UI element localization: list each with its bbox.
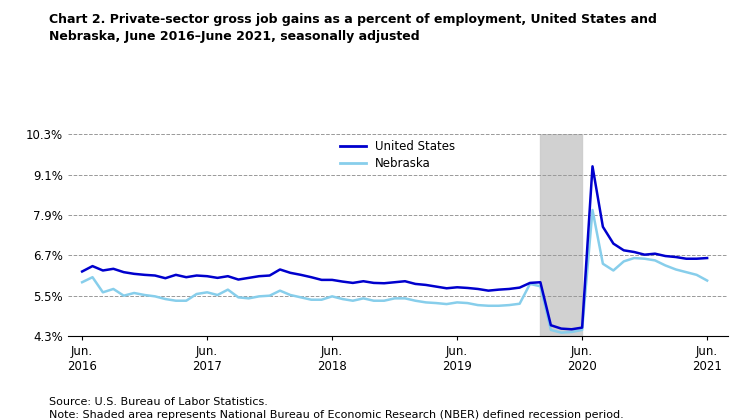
Legend: United States, Nebraska: United States, Nebraska [340, 140, 455, 170]
Text: Chart 2. Private-sector gross job gains as a percent of employment, United State: Chart 2. Private-sector gross job gains … [49, 13, 657, 42]
Bar [541, 134, 582, 336]
Text: Source: U.S. Bureau of Labor Statistics.: Source: U.S. Bureau of Labor Statistics. [49, 397, 268, 407]
Text: Note: Shaded area represents National Bureau of Economic Research (NBER) defined: Note: Shaded area represents National Bu… [49, 410, 623, 420]
